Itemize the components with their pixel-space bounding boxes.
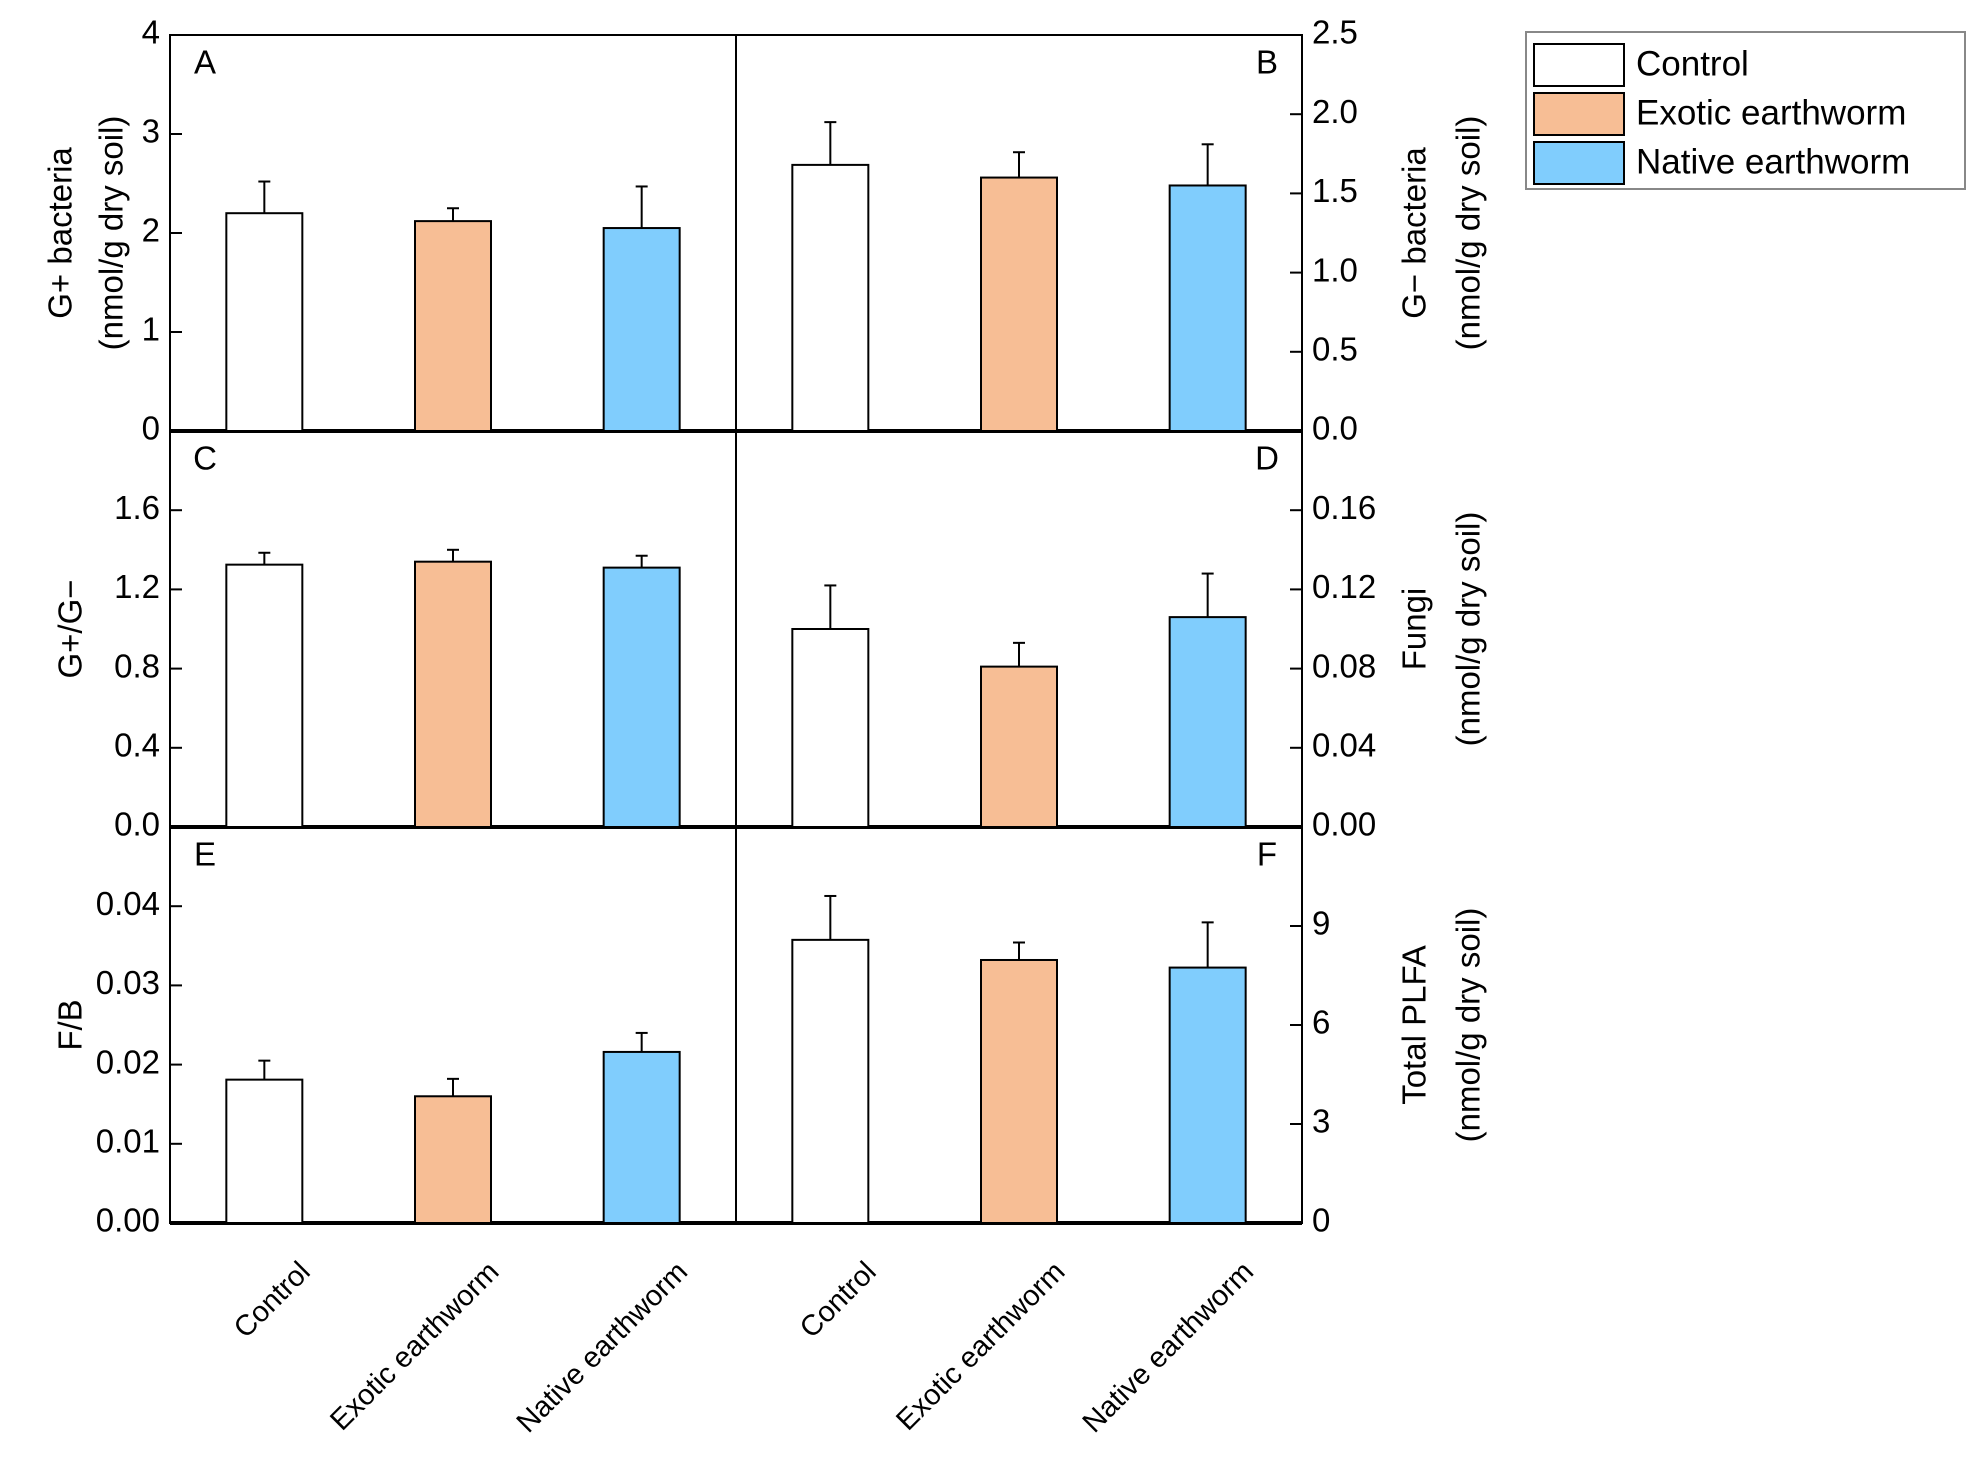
- bar: [414, 220, 492, 432]
- y-tick-label: 0.02: [96, 1043, 160, 1080]
- y-tick-label: 0.4: [114, 727, 160, 764]
- legend-label: Exotic earthworm: [1636, 93, 1906, 132]
- panel-label: D: [1255, 440, 1279, 477]
- bar: [414, 560, 492, 828]
- y-tick-label: 0.0: [1312, 410, 1358, 447]
- y-axis-label: (nmol/g dry soil): [93, 116, 130, 351]
- x-tick-label: Native earthworm: [1077, 1256, 1260, 1439]
- legend-swatch: [1533, 141, 1625, 185]
- x-tick-label: Exotic earthworm: [324, 1256, 505, 1437]
- legend-swatch: [1533, 92, 1625, 136]
- y-tick-label: 1.2: [114, 568, 160, 605]
- y-tick-label: 0.04: [96, 885, 160, 922]
- y-tick-label: 3: [1312, 1103, 1330, 1140]
- y-tick-label: 0.12: [1312, 568, 1376, 605]
- bar: [1168, 184, 1247, 432]
- y-tick-label: 9: [1312, 905, 1330, 942]
- y-tick-label: 0.16: [1312, 489, 1376, 526]
- y-tick-label: 0.00: [96, 1202, 160, 1239]
- legend-swatch: [1533, 43, 1625, 87]
- legend-label: Control: [1636, 44, 1749, 83]
- x-tick-label: Exotic earthworm: [890, 1256, 1071, 1437]
- y-axis-label: (nmol/g dry soil): [1450, 512, 1487, 747]
- bar: [225, 1078, 304, 1224]
- y-tick-label: 1.0: [1312, 251, 1358, 288]
- y-axis-label: Fungi: [1396, 588, 1433, 671]
- y-tick-label: 1.5: [1312, 172, 1358, 209]
- panel-label: E: [194, 836, 216, 873]
- y-axis-label: G+ bacteria: [42, 147, 79, 319]
- bar: [225, 563, 304, 829]
- y-tick-label: 1: [142, 311, 160, 348]
- panel-label: C: [193, 440, 217, 477]
- bar: [602, 227, 681, 432]
- bar: [414, 1095, 492, 1225]
- y-tick-label: 0: [142, 410, 160, 447]
- y-tick-label: 0.01: [96, 1123, 160, 1160]
- x-tick-label: Native earthworm: [511, 1256, 694, 1439]
- bar: [602, 566, 681, 828]
- bar: [980, 958, 1058, 1224]
- y-tick-label: 0.08: [1312, 647, 1376, 684]
- y-axis-label: Total PLFA: [1396, 945, 1433, 1105]
- y-tick-label: 2.0: [1312, 93, 1358, 130]
- y-tick-label: 0.5: [1312, 331, 1358, 368]
- y-tick-label: 1.6: [114, 489, 160, 526]
- bar: [980, 665, 1058, 828]
- bar: [791, 163, 870, 432]
- panel-label: A: [194, 44, 216, 81]
- y-tick-label: 2: [142, 212, 160, 249]
- y-tick-label: 2.5: [1312, 14, 1358, 51]
- bar: [1168, 966, 1247, 1225]
- y-tick-label: 0.04: [1312, 727, 1376, 764]
- y-tick-label: 0.00: [1312, 806, 1376, 843]
- bar: [791, 938, 870, 1224]
- x-tick-label: Control: [794, 1256, 883, 1345]
- bar: [602, 1050, 681, 1224]
- y-tick-label: 0: [1312, 1202, 1330, 1239]
- legend-label: Native earthworm: [1636, 142, 1910, 181]
- x-tick-label: Control: [228, 1256, 317, 1345]
- y-tick-label: 6: [1312, 1004, 1330, 1041]
- y-tick-label: 0.03: [96, 964, 160, 1001]
- y-axis-label: (nmol/g dry soil): [1450, 116, 1487, 351]
- y-axis-label: (nmol/g dry soil): [1450, 908, 1487, 1143]
- panel-label: B: [1256, 44, 1278, 81]
- y-tick-label: 3: [142, 113, 160, 150]
- y-tick-label: 0.0: [114, 806, 160, 843]
- y-tick-label: 4: [142, 14, 160, 51]
- y-axis-label: G+/G−: [52, 579, 89, 678]
- panel-label: F: [1257, 836, 1277, 873]
- y-tick-label: 0.8: [114, 647, 160, 684]
- bar: [225, 212, 304, 432]
- bar: [1168, 616, 1247, 828]
- y-axis-label: G− bacteria: [1396, 147, 1433, 319]
- bar: [791, 628, 870, 828]
- bar: [980, 176, 1058, 432]
- y-axis-label: F/B: [52, 999, 89, 1050]
